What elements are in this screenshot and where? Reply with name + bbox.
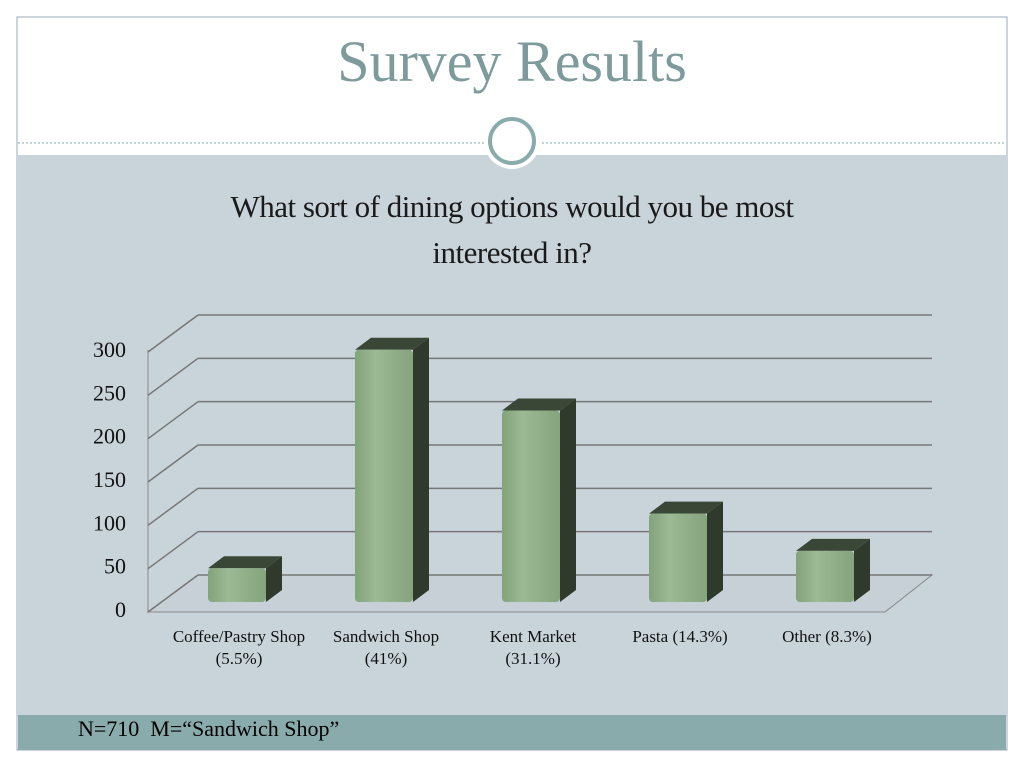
y-tick-label: 200 [93,424,126,449]
bar [502,398,576,602]
grid-line-side [147,401,199,440]
x-tick-label: Sandwich Shop (41%) [332,627,440,668]
y-tick-label: 0 [115,597,126,622]
bar [208,556,282,602]
bar-front [208,568,266,602]
y-tick-label: 300 [93,337,126,362]
footer-text: N=710 M=“Sandwich Shop” [78,716,340,741]
bar-side [413,337,429,602]
bar-tint [502,410,560,602]
ornament [484,113,540,169]
bar-tint [796,550,854,602]
bar-tint [649,513,707,602]
slide-title: Survey Results [337,29,687,94]
grid-line-side [147,531,199,570]
y-tick-label: 100 [93,510,126,535]
bar-front [502,410,560,602]
y-tick-label: 250 [93,380,126,405]
bar-top [355,337,429,350]
bar-tint [208,568,266,602]
x-tick-label: Pasta (14.3%) [632,627,728,646]
bar [796,538,870,602]
y-tick-label: 50 [104,554,126,579]
bar-front [796,550,854,602]
y-tick-label: 150 [93,467,126,492]
bar [355,337,429,602]
bar-tint [355,349,413,602]
bar-front [355,349,413,602]
bar-top [796,538,870,551]
grid-line-side [147,574,199,613]
footer-band [18,715,1006,750]
bar-top [208,556,282,569]
ornament-ring [488,117,536,165]
bar-side [560,398,576,602]
grid-line-side [147,357,199,396]
bar-top [502,398,576,411]
bar-side [854,538,870,602]
chart-title: What sort of dining options would you be… [230,189,794,270]
grid-line-side [147,444,199,483]
bar [649,501,723,602]
bar-side [266,556,282,602]
grid-line-side [147,314,199,353]
bar-side [707,501,723,602]
bar-front [649,513,707,602]
bar-top [649,501,723,514]
x-tick-label: Kent Market (31.1%) [489,627,577,668]
grid-line-side [147,487,199,526]
x-tick-label: Other (8.3%) [782,627,872,646]
x-tick-label: Coffee/Pastry Shop (5.5%) [172,627,306,668]
